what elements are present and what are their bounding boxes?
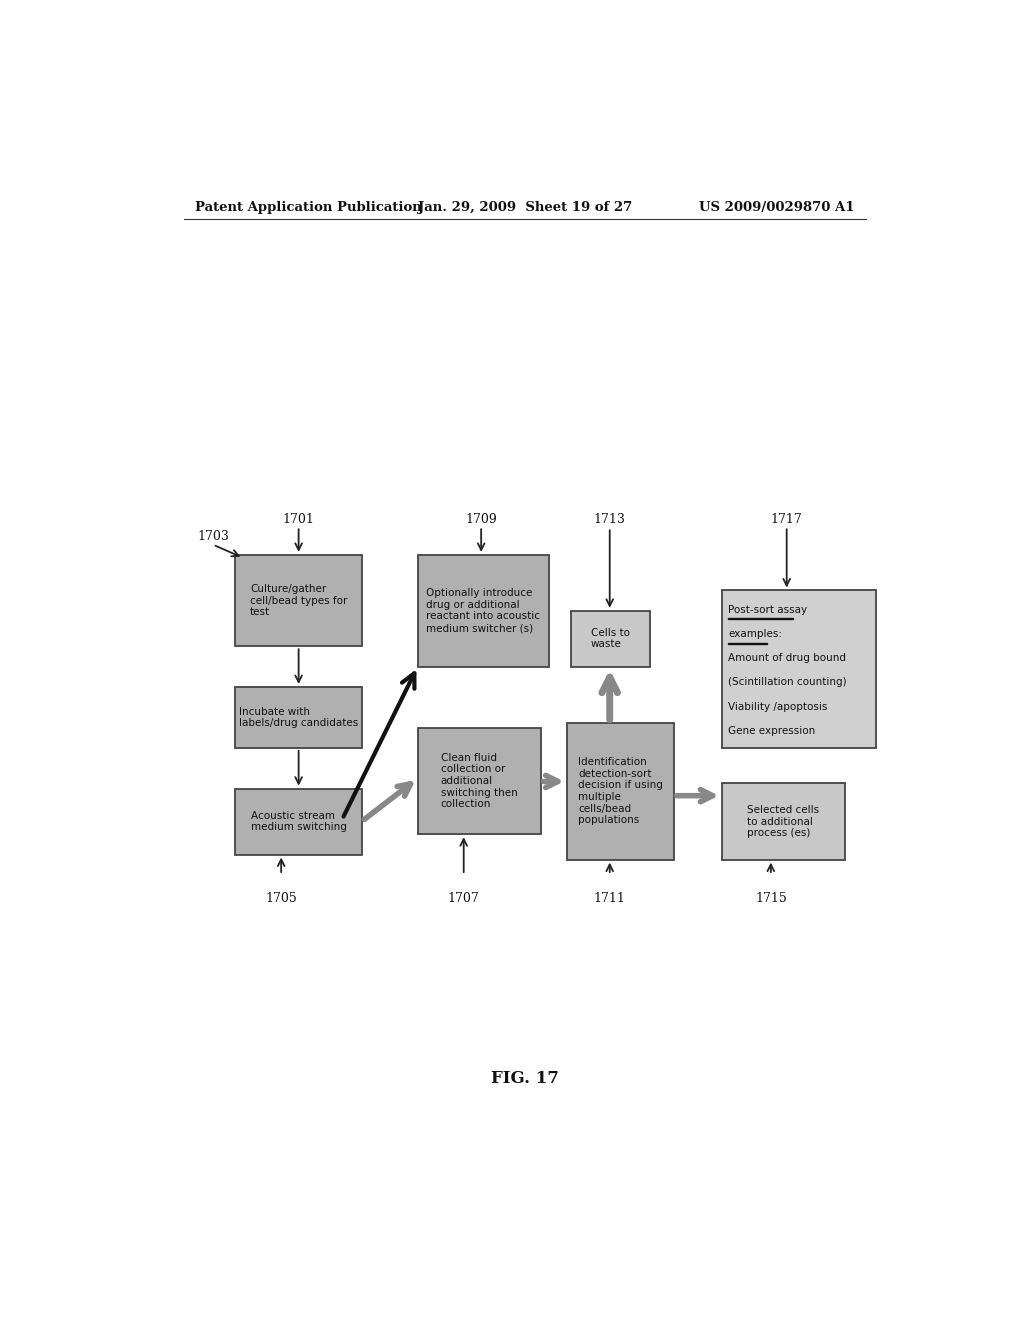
Text: 1717: 1717 [771, 513, 803, 527]
FancyBboxPatch shape [570, 611, 650, 667]
Text: 1711: 1711 [594, 892, 626, 906]
Text: 1703: 1703 [197, 529, 228, 543]
Text: 1715: 1715 [755, 892, 786, 906]
FancyBboxPatch shape [236, 788, 362, 854]
FancyBboxPatch shape [722, 590, 877, 748]
Text: Incubate with
labels/drug candidates: Incubate with labels/drug candidates [239, 706, 358, 729]
Text: examples:: examples: [728, 630, 782, 639]
Text: 1709: 1709 [465, 513, 497, 527]
Text: US 2009/0029870 A1: US 2009/0029870 A1 [698, 201, 854, 214]
Text: Viability /apoptosis: Viability /apoptosis [728, 702, 827, 711]
Text: 1701: 1701 [283, 513, 314, 527]
Text: Identification
detection-sort
decision if using
multiple
cells/bead
populations: Identification detection-sort decision i… [578, 758, 663, 825]
FancyBboxPatch shape [567, 722, 674, 859]
Text: Patent Application Publication: Patent Application Publication [196, 201, 422, 214]
Text: Jan. 29, 2009  Sheet 19 of 27: Jan. 29, 2009 Sheet 19 of 27 [418, 201, 632, 214]
FancyBboxPatch shape [236, 554, 362, 647]
FancyBboxPatch shape [418, 554, 549, 667]
Text: FIG. 17: FIG. 17 [490, 1069, 559, 1086]
Text: Culture/gather
cell/bead types for
test: Culture/gather cell/bead types for test [250, 583, 347, 618]
Text: Clean fluid
collection or
additional
switching then
collection: Clean fluid collection or additional swi… [440, 752, 517, 809]
Text: Post-sort assay: Post-sort assay [728, 605, 807, 615]
Text: 1713: 1713 [594, 513, 626, 527]
Text: Cells to
waste: Cells to waste [591, 628, 630, 649]
FancyBboxPatch shape [418, 727, 541, 834]
Text: Selected cells
to additional
process (es): Selected cells to additional process (es… [748, 805, 819, 838]
Text: (Scintillation counting): (Scintillation counting) [728, 677, 847, 688]
Text: Gene expression: Gene expression [728, 726, 815, 737]
Text: 1707: 1707 [447, 892, 479, 906]
Text: Acoustic stream
medium switching: Acoustic stream medium switching [251, 810, 346, 833]
Text: Amount of drug bound: Amount of drug bound [728, 653, 846, 663]
Text: Optionally introduce
drug or additional
reactant into acoustic
medium switcher (: Optionally introduce drug or additional … [426, 589, 540, 634]
FancyBboxPatch shape [236, 686, 362, 748]
Text: 1705: 1705 [265, 892, 297, 906]
FancyBboxPatch shape [722, 784, 845, 859]
